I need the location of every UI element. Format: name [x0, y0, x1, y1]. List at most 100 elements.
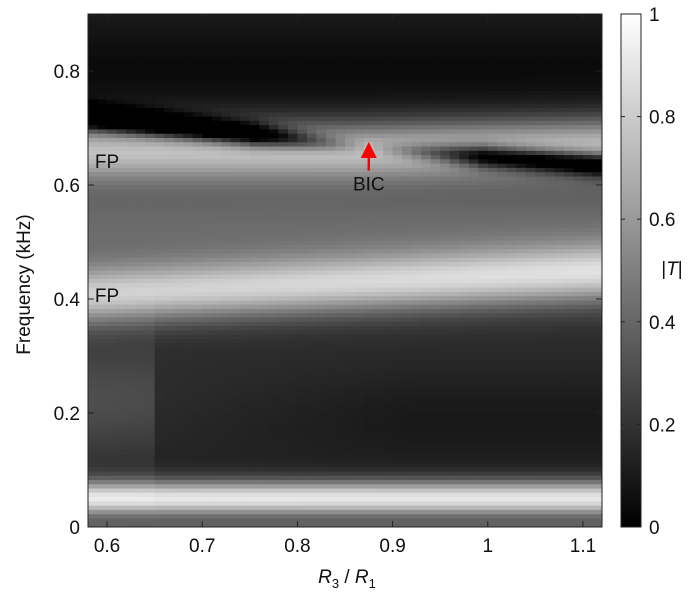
- heatmap-cell: [97, 279, 108, 284]
- heatmap-cell: [544, 338, 556, 344]
- heatmap-cell: [297, 99, 308, 105]
- heatmap-cell: [221, 270, 232, 276]
- heatmap-cell: [411, 108, 422, 113]
- heatmap-cell: [544, 232, 556, 237]
- heatmap-cell: [554, 90, 565, 96]
- heatmap-cell: [440, 133, 451, 139]
- heatmap-cell: [582, 304, 594, 310]
- heatmap-cell: [582, 99, 594, 105]
- heatmap-cell: [525, 287, 536, 293]
- heatmap-cell: [582, 210, 594, 216]
- heatmap-cell: [126, 120, 137, 126]
- heatmap-cell: [535, 163, 546, 169]
- heatmap-cell: [297, 249, 308, 255]
- heatmap-cell: [468, 244, 479, 250]
- heatmap-cell: [402, 180, 413, 186]
- heatmap-cell: [287, 52, 299, 58]
- heatmap-cell: [516, 61, 527, 66]
- heatmap-cell: [487, 73, 498, 79]
- heatmap-cell: [306, 403, 318, 408]
- heatmap-cell: [516, 99, 527, 105]
- heatmap-cell: [183, 223, 194, 229]
- heatmap-cell: [116, 274, 127, 280]
- heatmap-cell: [449, 90, 460, 96]
- heatmap-cell: [164, 78, 175, 84]
- heatmap-cell: [202, 287, 213, 293]
- heatmap-cell: [316, 326, 327, 331]
- heatmap-cell: [306, 219, 318, 225]
- heatmap-cell: [116, 360, 127, 366]
- heatmap-cell: [573, 155, 584, 160]
- heatmap-cell: [544, 317, 556, 323]
- heatmap-cell: [325, 116, 337, 122]
- heatmap-cell: [192, 304, 203, 310]
- heatmap-cell: [554, 347, 565, 353]
- heatmap-cell: [345, 279, 356, 284]
- heatmap-cell: [383, 398, 394, 404]
- heatmap-cell: [345, 43, 356, 49]
- heatmap-cell: [430, 236, 441, 242]
- heatmap-cell: [478, 39, 489, 45]
- heatmap-cell: [459, 317, 470, 323]
- heatmap-cell: [173, 279, 184, 284]
- heatmap-cell: [116, 180, 127, 186]
- heatmap-cell: [440, 31, 451, 36]
- heatmap-cell: [240, 394, 251, 400]
- heatmap-cell: [345, 232, 356, 237]
- heatmap-cell: [173, 163, 184, 169]
- heatmap-cell: [430, 291, 441, 297]
- heatmap-cell: [268, 86, 279, 92]
- heatmap-cell: [268, 338, 279, 344]
- heatmap-cell: [97, 129, 108, 135]
- heatmap-cell: [392, 18, 403, 24]
- heatmap-cell: [325, 137, 337, 143]
- heatmap-cell: [383, 364, 394, 370]
- heatmap-cell: [411, 227, 422, 233]
- heatmap-cell: [544, 129, 556, 135]
- heatmap-cell: [411, 326, 422, 331]
- heatmap-cell: [325, 317, 337, 323]
- heatmap-cell: [468, 43, 479, 49]
- heatmap-cell: [164, 219, 175, 225]
- heatmap-cell: [268, 381, 279, 387]
- heatmap-cell: [97, 155, 108, 160]
- heatmap-cell: [354, 236, 365, 242]
- heatmap-cell: [249, 185, 260, 190]
- heatmap-cell: [592, 61, 602, 66]
- heatmap-cell: [135, 167, 146, 173]
- heatmap-cell: [259, 219, 270, 225]
- heatmap-cell: [164, 142, 175, 148]
- heatmap-cell: [554, 112, 565, 118]
- heatmap-cell: [506, 330, 517, 336]
- heatmap-cell: [116, 82, 127, 88]
- heatmap-cell: [164, 18, 175, 24]
- heatmap-cell: [421, 108, 432, 113]
- heatmap-cell: [211, 172, 222, 178]
- heatmap-cell: [145, 317, 156, 323]
- heatmap-cell: [506, 176, 517, 182]
- heatmap-cell: [126, 283, 137, 289]
- heatmap-cell: [164, 249, 175, 255]
- heatmap-cell: [459, 330, 470, 336]
- heatmap-cell: [487, 185, 498, 190]
- heatmap-cell: [592, 112, 602, 118]
- heatmap-cell: [259, 334, 270, 340]
- heatmap-cell: [88, 52, 99, 58]
- heatmap-cell: [373, 142, 384, 148]
- heatmap-cell: [135, 394, 146, 400]
- heatmap-cell: [459, 142, 470, 148]
- heatmap-cell: [192, 86, 203, 92]
- heatmap-cell: [402, 112, 413, 118]
- heatmap-cell: [230, 347, 241, 353]
- heatmap-cell: [202, 373, 213, 378]
- heatmap-cell: [563, 159, 575, 165]
- heatmap-cell: [506, 43, 517, 49]
- heatmap-cell: [373, 343, 384, 349]
- heatmap-cell: [211, 39, 222, 45]
- heatmap-cell: [421, 398, 432, 404]
- heatmap-cell: [278, 236, 289, 242]
- heatmap-cell: [544, 274, 556, 280]
- heatmap-cell: [430, 403, 441, 408]
- heatmap-cell: [430, 232, 441, 237]
- heatmap-cell: [554, 279, 565, 284]
